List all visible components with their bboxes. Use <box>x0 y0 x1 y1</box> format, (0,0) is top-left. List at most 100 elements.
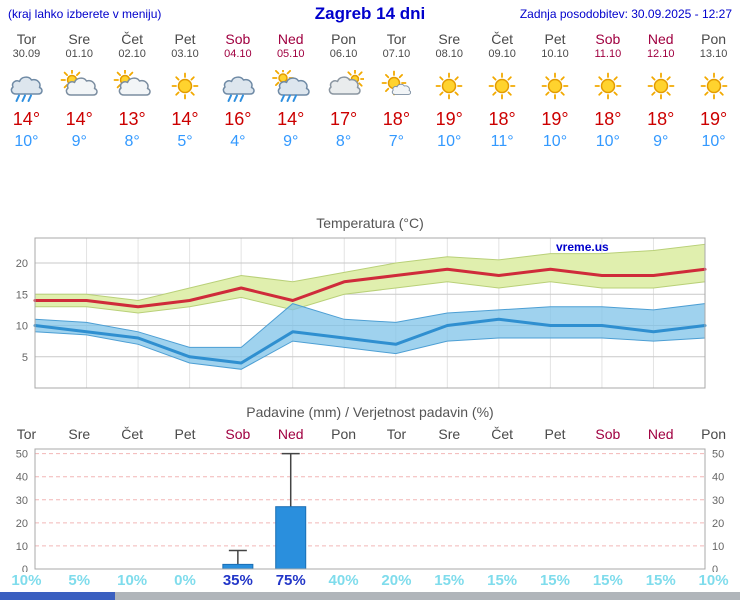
day-column: Sob 11.10 18° 10° <box>581 26 634 176</box>
day-column: Pet 10.10 19° 10° <box>529 26 582 176</box>
precip-y-tick-right: 50 <box>712 449 724 461</box>
day-high-temp: 19° <box>541 109 569 129</box>
day-column: Pet 03.10 14° 5° <box>159 26 212 176</box>
day-date: 11.10 <box>594 48 622 60</box>
precip-probability: 15% <box>487 572 518 589</box>
precip-probability: 40% <box>328 572 359 589</box>
day-column: Tor 07.10 18° 7° <box>370 26 423 176</box>
day-high-temp: 17° <box>329 109 358 129</box>
partly-cloudy-icon <box>59 68 99 104</box>
precipitation-chart: 0 0 10 10 20 20 30 30 40 40 50 50 <box>16 448 724 572</box>
precip-day-label: Sob <box>225 426 251 442</box>
precip-day-label: Pet <box>174 426 196 442</box>
partly-cloudy-icon <box>112 68 152 104</box>
day-high-temp: 16° <box>224 109 252 129</box>
precip-y-tick-right: 10 <box>712 541 724 553</box>
precip-day-label: Čet <box>121 426 144 442</box>
temp-y-tick-label: 15 <box>16 289 28 301</box>
temp-y-tick-label: 20 <box>16 258 28 270</box>
day-high-temp: 18° <box>647 109 675 129</box>
precip-y-tick-right: 0 <box>712 564 718 572</box>
day-low-temp: 8° <box>124 133 140 150</box>
min-temperature-line <box>33 317 707 365</box>
watermark: vreme.us <box>556 240 609 254</box>
precip-day-label: Pon <box>701 426 727 442</box>
day-low-temp: 10° <box>595 133 620 150</box>
temp-y-tick-label: 5 <box>22 352 28 364</box>
footer-bar-highlight <box>0 592 115 600</box>
day-date: 02.10 <box>118 48 146 60</box>
day-low-temp: 10° <box>542 133 568 150</box>
day-date: 03.10 <box>171 48 199 60</box>
precip-y-tick-right: 30 <box>712 495 724 507</box>
precip-probability: 10% <box>11 572 42 589</box>
footer-bar <box>0 592 740 600</box>
precip-day-label: Sre <box>438 426 461 442</box>
day-high-temp: 19° <box>435 109 463 129</box>
precip-day-label: Sre <box>68 426 91 442</box>
day-column: Ned 05.10 14° 9° <box>264 26 317 176</box>
temperature-chart: 5 10 15 20 vreme.us <box>16 237 707 389</box>
day-date: 10.10 <box>541 48 569 60</box>
cloudy-icon <box>324 68 365 104</box>
day-high-temp: 14° <box>277 109 305 129</box>
precip-day-label: Sob <box>595 426 621 442</box>
day-date: 05.10 <box>276 48 305 60</box>
day-name: Pet <box>544 31 566 47</box>
day-low-temp: 9° <box>71 133 87 150</box>
day-high-temp: 13° <box>118 109 146 129</box>
sunny-icon <box>429 70 469 104</box>
precip-probability-row: 10% 5% 10% 0% 35% 75% 40% 20% 15% 15% 15% 15% 15% 10% <box>0 572 740 589</box>
precip-bar <box>275 506 307 570</box>
precip-y-tick-left: 20 <box>16 518 28 530</box>
precip-probability: 20% <box>381 572 412 589</box>
precip-probability: 0% <box>174 572 196 589</box>
day-name: Tor <box>386 31 407 47</box>
precip-y-tick-left: 40 <box>16 472 28 484</box>
rain-icon <box>218 70 258 104</box>
day-high-temp: 14° <box>65 109 93 129</box>
day-name: Sob <box>225 31 251 47</box>
precip-day-label: Pet <box>544 426 566 442</box>
day-low-temp: 11° <box>490 133 514 150</box>
day-low-temp: 10° <box>14 133 39 150</box>
precip-probability: 10% <box>117 572 148 589</box>
day-name: Ned <box>647 31 674 47</box>
day-name: Ned <box>277 31 304 47</box>
day-high-temp: 18° <box>382 109 411 129</box>
page-title: Zagreb 14 dni <box>314 4 426 23</box>
day-column: Sre 08.10 19° 10° <box>423 26 476 176</box>
day-low-temp: 10° <box>701 133 726 150</box>
day-name: Sob <box>595 31 621 47</box>
day-name: Sre <box>438 31 461 47</box>
day-name: Čet <box>491 31 514 47</box>
precip-probability: 75% <box>275 572 306 589</box>
day-date: 04.10 <box>224 48 252 60</box>
partly-sunny-icon <box>376 70 416 104</box>
precip-day-label: Tor <box>16 426 37 442</box>
day-date: 08.10 <box>435 48 464 60</box>
day-column: Ned 12.10 18° 9° <box>634 26 687 176</box>
sunny-icon <box>165 70 205 104</box>
sunny-icon <box>588 70 628 104</box>
day-high-temp: 14° <box>12 109 41 129</box>
last-updated: Zadnja posodobitev: 30.09.2025 - 12:27 <box>519 7 732 21</box>
precip-probability: 5% <box>68 572 91 589</box>
precip-probability: 15% <box>539 572 570 589</box>
forecast-table: Tor 30.09 14° 10° Sre 01.10 14° 9° Čet 02.10 13° 8°… <box>0 26 740 176</box>
day-high-temp: 18° <box>488 109 516 129</box>
day-low-temp: 5° <box>177 133 193 150</box>
precip-probability: 15% <box>592 572 623 589</box>
precip-y-tick-left: 0 <box>22 564 28 572</box>
day-name: Pon <box>331 31 357 47</box>
day-name: Čet <box>121 31 144 47</box>
rain-icon <box>6 70 46 104</box>
temperature-chart-title: Temperatura (°C) <box>316 215 424 231</box>
precip-bar <box>222 563 254 570</box>
precip-day-label: Ned <box>277 426 304 442</box>
sunny-icon <box>641 70 681 104</box>
precip-day-label: Čet <box>491 426 514 442</box>
day-low-temp: 10° <box>437 133 462 150</box>
day-low-temp: 8° <box>335 133 352 150</box>
